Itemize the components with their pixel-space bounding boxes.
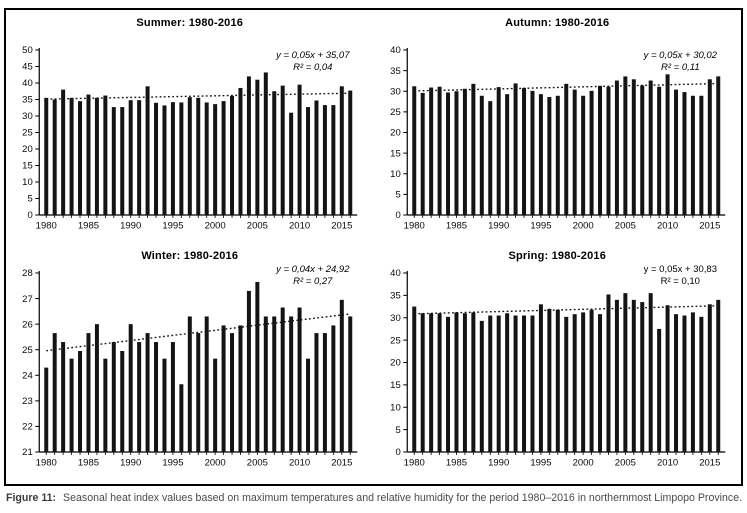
winter-bar-chart-svg: 21 22 23 24 25 26 27 28 1980 1985 1990 1995 2000 2005… [22, 268, 358, 469]
svg-text:35: 35 [390, 66, 401, 77]
svg-text:45: 45 [22, 62, 33, 73]
svg-text:35: 35 [22, 95, 33, 106]
svg-text:30: 30 [390, 86, 401, 97]
svg-text:1985: 1985 [445, 458, 466, 469]
svg-text:28: 28 [22, 268, 33, 279]
svg-text:1995: 1995 [162, 221, 183, 232]
trend-equation-spring: y = 0,05x + 30,83 R² = 0,10 [644, 264, 717, 288]
svg-text:50: 50 [22, 45, 33, 56]
svg-text:25: 25 [390, 107, 401, 118]
svg-text:20: 20 [22, 144, 33, 155]
summer-bar-chart-svg: 0 5 10 15 20 25 30 35 40 45 50 1980 1985 1990 1995 2000… [22, 45, 358, 232]
svg-text:2000: 2000 [572, 221, 593, 232]
svg-text:2005: 2005 [614, 458, 635, 469]
r-squared-text: R² = 0,11 [660, 62, 700, 73]
svg-text:25: 25 [390, 335, 401, 346]
svg-text:2010: 2010 [289, 221, 310, 232]
svg-text:2010: 2010 [657, 458, 678, 469]
svg-text:5: 5 [395, 190, 400, 201]
svg-text:2015: 2015 [699, 221, 720, 232]
svg-text:23: 23 [22, 396, 33, 407]
svg-text:2005: 2005 [247, 458, 268, 469]
r-squared-text: R² = 0,10 [660, 276, 700, 287]
svg-text:1995: 1995 [530, 458, 551, 469]
svg-text:2000: 2000 [205, 458, 226, 469]
svg-text:25: 25 [22, 128, 33, 139]
figure-caption-text: Seasonal heat index values based on maxi… [63, 492, 743, 504]
chart-title-summer: Summer: 1980-2016 [136, 17, 244, 29]
svg-text:1985: 1985 [445, 221, 466, 232]
trend-equation-winter: y = 0,04x + 24,92 R² = 0,27 [276, 264, 349, 288]
svg-text:30: 30 [22, 111, 33, 122]
svg-text:5: 5 [395, 425, 400, 436]
svg-text:35: 35 [390, 291, 401, 302]
trend-equation-summer: y = 0,05x + 35,07 R² = 0,04 [276, 50, 349, 74]
svg-text:5: 5 [27, 194, 32, 205]
svg-text:1990: 1990 [120, 221, 141, 232]
svg-text:2010: 2010 [289, 458, 310, 469]
svg-text:2015: 2015 [331, 458, 352, 469]
equation-text: y = 0,05x + 35,07 [276, 50, 350, 61]
svg-text:10: 10 [390, 169, 401, 180]
equation-text: y = 0,04x + 24,92 [276, 264, 350, 275]
svg-text:1990: 1990 [120, 458, 141, 469]
svg-text:20: 20 [390, 128, 401, 139]
svg-text:2005: 2005 [247, 221, 268, 232]
chart-title-winter: Winter: 1980-2016 [141, 250, 239, 262]
svg-text:1980: 1980 [403, 221, 424, 232]
svg-text:21: 21 [22, 447, 33, 458]
chart-title-spring: Spring: 1980-2016 [508, 250, 607, 262]
chart-spring: 0 5 10 15 20 25 30 35 40 1980 1985 1990 1995 2000 2005… [374, 247, 742, 484]
svg-text:10: 10 [390, 402, 401, 413]
svg-text:0: 0 [395, 447, 400, 458]
autumn-bar-chart-svg: 0 5 10 15 20 25 30 35 40 1980 1985 1990 1995 2000 2005… [390, 45, 725, 232]
r-squared-text: R² = 0,27 [293, 276, 333, 287]
svg-text:2005: 2005 [614, 221, 635, 232]
svg-text:26: 26 [22, 319, 33, 330]
chart-autumn: 0 5 10 15 20 25 30 35 40 1980 1985 1990 1995 2000 2005… [374, 10, 742, 247]
figure-caption: Figure 11: Seasonal heat index values bas… [6, 492, 744, 505]
svg-text:15: 15 [390, 148, 401, 159]
svg-text:1980: 1980 [403, 458, 424, 469]
svg-text:1995: 1995 [530, 221, 551, 232]
chart-title-autumn: Autumn: 1980-2016 [505, 17, 610, 29]
svg-text:24: 24 [22, 370, 33, 381]
svg-text:15: 15 [22, 161, 33, 172]
trend-equation-autumn: y = 0,05x + 30,02 R² = 0,11 [644, 50, 717, 74]
svg-text:0: 0 [395, 210, 400, 221]
svg-text:2000: 2000 [572, 458, 593, 469]
r-squared-text: R² = 0,04 [293, 62, 333, 73]
svg-text:10: 10 [22, 177, 33, 188]
svg-text:15: 15 [390, 380, 401, 391]
equation-text: y = 0,05x + 30,83 [643, 264, 717, 275]
svg-text:0: 0 [27, 210, 32, 221]
chart-summer: 0 5 10 15 20 25 30 35 40 45 50 1980 1985 1990 1995 2000… [6, 10, 374, 247]
svg-text:1995: 1995 [162, 458, 183, 469]
svg-text:1985: 1985 [78, 458, 99, 469]
svg-text:1990: 1990 [488, 221, 509, 232]
svg-text:1990: 1990 [488, 458, 509, 469]
svg-text:22: 22 [22, 422, 33, 433]
svg-text:1980: 1980 [36, 458, 57, 469]
svg-text:2000: 2000 [205, 221, 226, 232]
svg-text:27: 27 [22, 294, 33, 305]
svg-text:40: 40 [22, 78, 33, 89]
svg-text:40: 40 [390, 268, 401, 279]
spring-bar-chart-svg: 0 5 10 15 20 25 30 35 40 1980 1985 1990 1995 2000 2005… [390, 268, 725, 469]
svg-text:20: 20 [390, 358, 401, 369]
figure-caption-label: Figure 11: [6, 492, 57, 504]
equation-text: y = 0,05x + 30,02 [643, 50, 717, 61]
chart-winter: 21 22 23 24 25 26 27 28 1980 1985 1990 1995 2000 2005… [6, 247, 374, 484]
svg-text:40: 40 [390, 45, 401, 56]
figure-panel: 0 5 10 15 20 25 30 35 40 45 50 1980 1985 1990 1995 2000… [4, 8, 743, 486]
svg-text:1980: 1980 [36, 221, 57, 232]
svg-text:30: 30 [390, 313, 401, 324]
svg-text:2010: 2010 [657, 221, 678, 232]
svg-text:25: 25 [22, 345, 33, 356]
svg-text:1985: 1985 [78, 221, 99, 232]
svg-text:2015: 2015 [331, 221, 352, 232]
svg-text:2015: 2015 [699, 458, 720, 469]
